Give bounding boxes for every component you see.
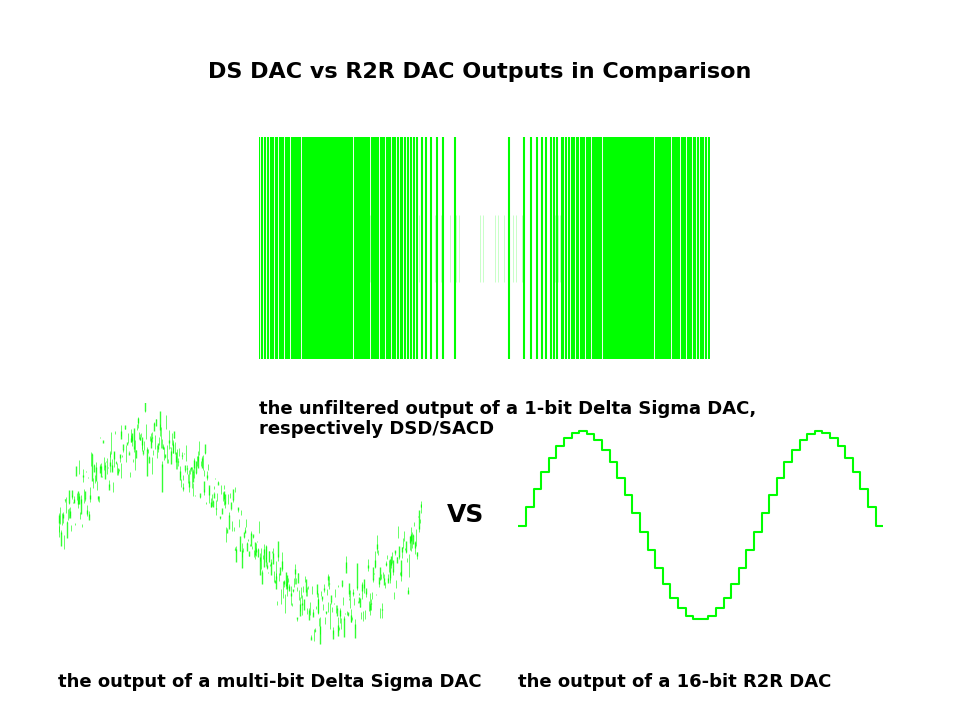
Text: DS DAC vs R2R DAC Outputs in Comparison: DS DAC vs R2R DAC Outputs in Comparison [208, 62, 752, 82]
Text: the output of a multi-bit Delta Sigma DAC: the output of a multi-bit Delta Sigma DA… [58, 673, 481, 691]
Text: the unfiltered output of a 1-bit Delta Sigma DAC,
respectively DSD/SACD: the unfiltered output of a 1-bit Delta S… [259, 400, 756, 438]
Text: VS: VS [447, 503, 484, 527]
Text: the output of a 16-bit R2R DAC: the output of a 16-bit R2R DAC [518, 673, 831, 691]
